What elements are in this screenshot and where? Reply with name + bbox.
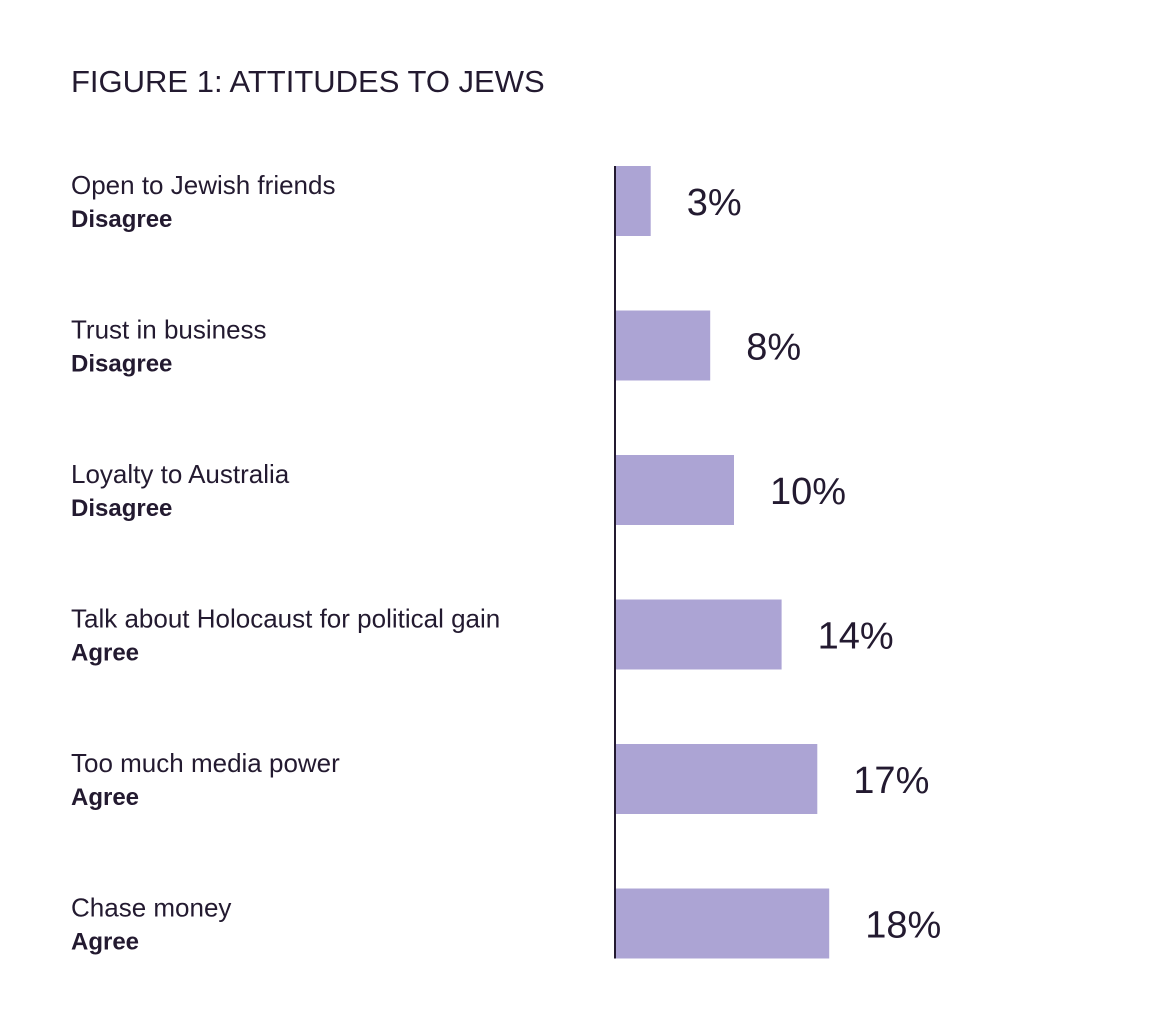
data-label-3: 10% [770,471,846,513]
category-label-3: Loyalty to Australia [71,459,290,489]
bar-1 [615,166,651,236]
bar-2 [615,310,711,381]
bar-5 [615,744,818,814]
chart-title: FIGURE 1: ATTITUDES TO JEWS [71,64,545,99]
category-label-5: Too much media power [71,748,340,778]
bar-6 [615,888,830,959]
data-labels-group: 3% 8% 10% 14% 17% 18% [687,182,942,947]
data-label-6: 18% [865,905,941,947]
category-sublabel-3: Disagree [71,495,172,522]
category-sublabel-4: Agree [71,640,139,667]
category-label-1: Open to Jewish friends [71,170,335,200]
bar-4 [615,599,782,670]
bars-group [615,166,830,959]
data-label-1: 3% [687,182,742,224]
category-label-6: Chase money [71,893,231,923]
bar-3 [615,455,734,525]
data-label-5: 17% [853,760,929,802]
data-label-2: 8% [746,327,801,369]
category-label-2: Trust in business [71,315,267,345]
category-sublabel-1: Disagree [71,206,172,233]
category-sublabel-5: Agree [71,784,139,811]
data-label-4: 14% [818,616,894,658]
category-label-4: Talk about Holocaust for political gain [71,604,500,634]
category-sublabel-2: Disagree [71,351,172,378]
category-sublabel-6: Agree [71,929,139,956]
category-labels-group: Open to Jewish friends Disagree Trust in b… [71,170,500,956]
